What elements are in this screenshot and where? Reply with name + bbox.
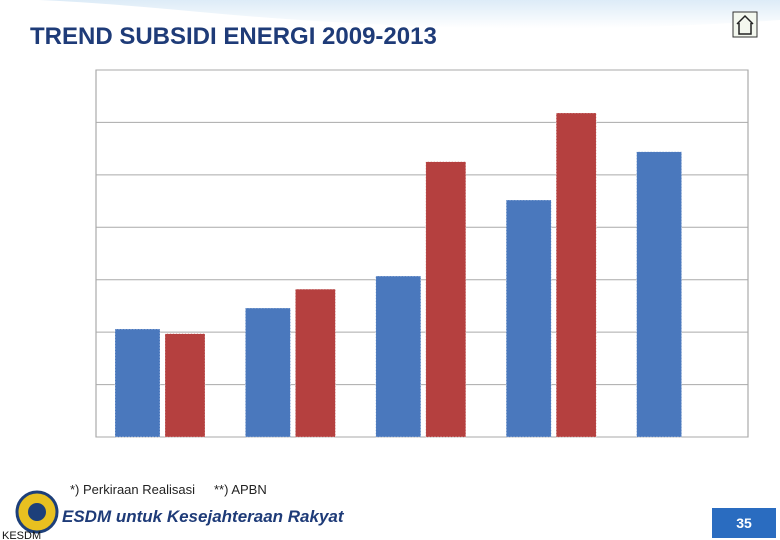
header-wave bbox=[0, 0, 780, 29]
bar bbox=[114, 328, 161, 438]
footer-slogan: ESDM untuk Kesejahteraan Rakyat bbox=[62, 507, 345, 526]
page-badge bbox=[712, 508, 776, 538]
bar bbox=[295, 288, 336, 438]
footnote: *) Perkiraan Realisasi bbox=[70, 482, 195, 497]
bar bbox=[425, 161, 466, 438]
bar bbox=[245, 307, 291, 438]
bar bbox=[556, 112, 597, 438]
logo-text: KESDM bbox=[2, 530, 41, 540]
bar bbox=[375, 275, 421, 438]
home-icon[interactable] bbox=[736, 14, 754, 35]
bar bbox=[164, 333, 206, 438]
footnote: **) APBN bbox=[214, 482, 267, 497]
plot bbox=[96, 69, 748, 438]
bar bbox=[636, 151, 682, 438]
logo bbox=[15, 490, 59, 534]
slide-title: TREND SUBSIDI ENERGI 2009-2013 bbox=[30, 23, 437, 50]
logo-core bbox=[28, 503, 46, 521]
home-button[interactable] bbox=[732, 11, 758, 38]
page-number: 35 bbox=[736, 515, 752, 531]
bar bbox=[506, 199, 552, 438]
